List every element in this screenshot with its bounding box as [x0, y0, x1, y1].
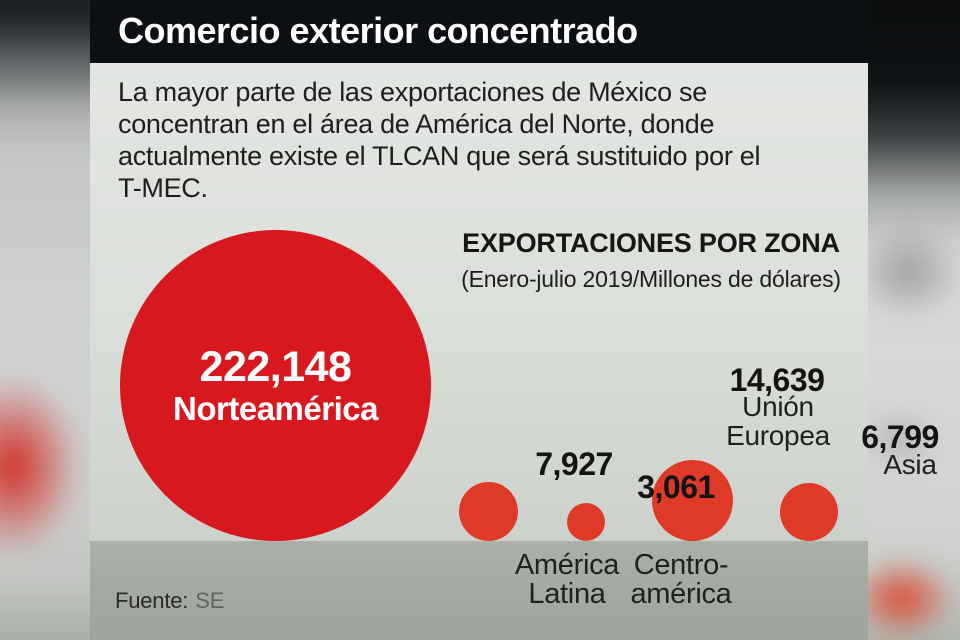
bubble-norteamerica-label: Norteamérica: [173, 390, 378, 427]
intro-paragraph: La mayor parte de las exportaciones de M…: [118, 77, 761, 203]
value-america-latina: 7,927: [535, 446, 613, 482]
infographic-panel: Comercio exterior concentrado La mayor p…: [90, 0, 939, 640]
bubble-asia: [780, 483, 838, 541]
source-value: SE: [195, 588, 225, 613]
bubble-america-latina: [459, 482, 518, 541]
chart-subtitle: (Enero-julio 2019/Millones de dólares): [461, 266, 841, 292]
page-title: Comercio exterior concentrado: [118, 10, 638, 51]
label-america-latina: América Latina: [514, 549, 620, 610]
label-centroamerica: Centro- américa: [630, 549, 732, 610]
blurred-edge-left: [0, 0, 90, 640]
value-asia: 6,799: [861, 419, 939, 455]
blurred-edge-right: [868, 0, 960, 640]
value-centroamerica: 3,061: [637, 469, 715, 505]
source-note: Fuente: SE: [115, 588, 224, 614]
bubble-norteamerica-value: 222,148: [199, 343, 352, 391]
title-bar: Comercio exterior concentrado: [90, 0, 868, 63]
bubble-centroamerica: [567, 503, 605, 541]
label-union-europea: Unión Europea: [726, 391, 830, 451]
bubble-union-europea: [652, 460, 733, 541]
label-asia: Asia: [883, 449, 937, 480]
bubble-norteamerica: 222,148 Norteamérica: [120, 230, 431, 541]
source-label: Fuente:: [115, 588, 189, 613]
chart-header: EXPORTACIONES POR ZONA (Enero-julio 2019…: [446, 228, 856, 293]
bottom-band: [90, 541, 868, 640]
value-union-europea: 14,639: [729, 362, 825, 398]
chart-title: EXPORTACIONES POR ZONA: [462, 228, 840, 258]
